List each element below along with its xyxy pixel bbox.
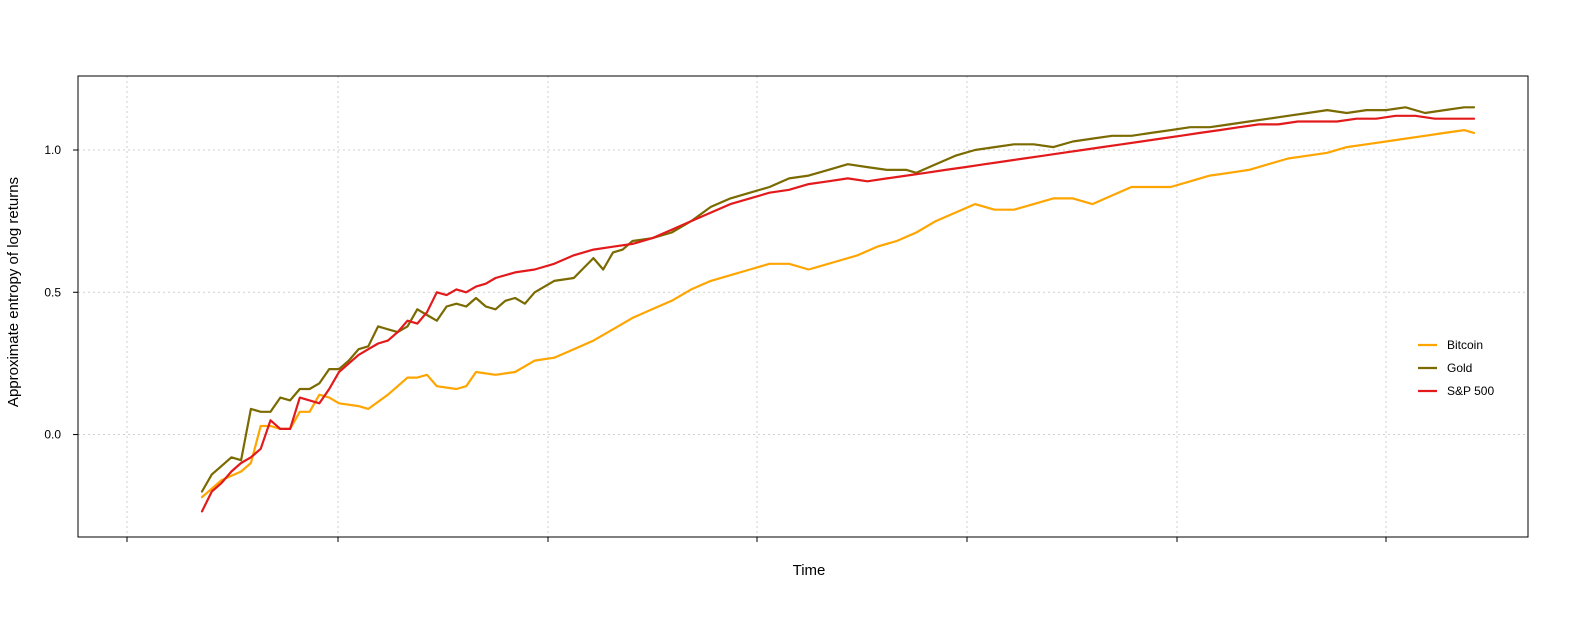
legend-label-gold: Gold [1447, 361, 1472, 375]
y-tick-label-1: 0.5 [44, 285, 61, 299]
y-tick-label-2: 1.0 [44, 143, 61, 157]
legend-label-bitcoin: Bitcoin [1447, 338, 1483, 352]
series-lines [200, 106, 1476, 513]
y-axis-title: Approximate entropy of log returns [5, 177, 22, 407]
legend-label-s-p-500: S&P 500 [1447, 384, 1494, 398]
y-ticks: 0.0 0.5 1.0 [44, 143, 78, 442]
series-line-gold [200, 106, 1476, 493]
legend: Bitcoin Gold S&P 500 [1418, 338, 1494, 398]
y-tick-label-0: 0.0 [44, 428, 61, 442]
x-ticks [126, 537, 1387, 542]
grid-lines [78, 76, 1528, 537]
series-line-bitcoin [200, 129, 1476, 499]
x-axis-title: Time [793, 562, 826, 579]
plot-frame [77, 75, 1529, 538]
series-line-s-p-500 [200, 114, 1476, 513]
